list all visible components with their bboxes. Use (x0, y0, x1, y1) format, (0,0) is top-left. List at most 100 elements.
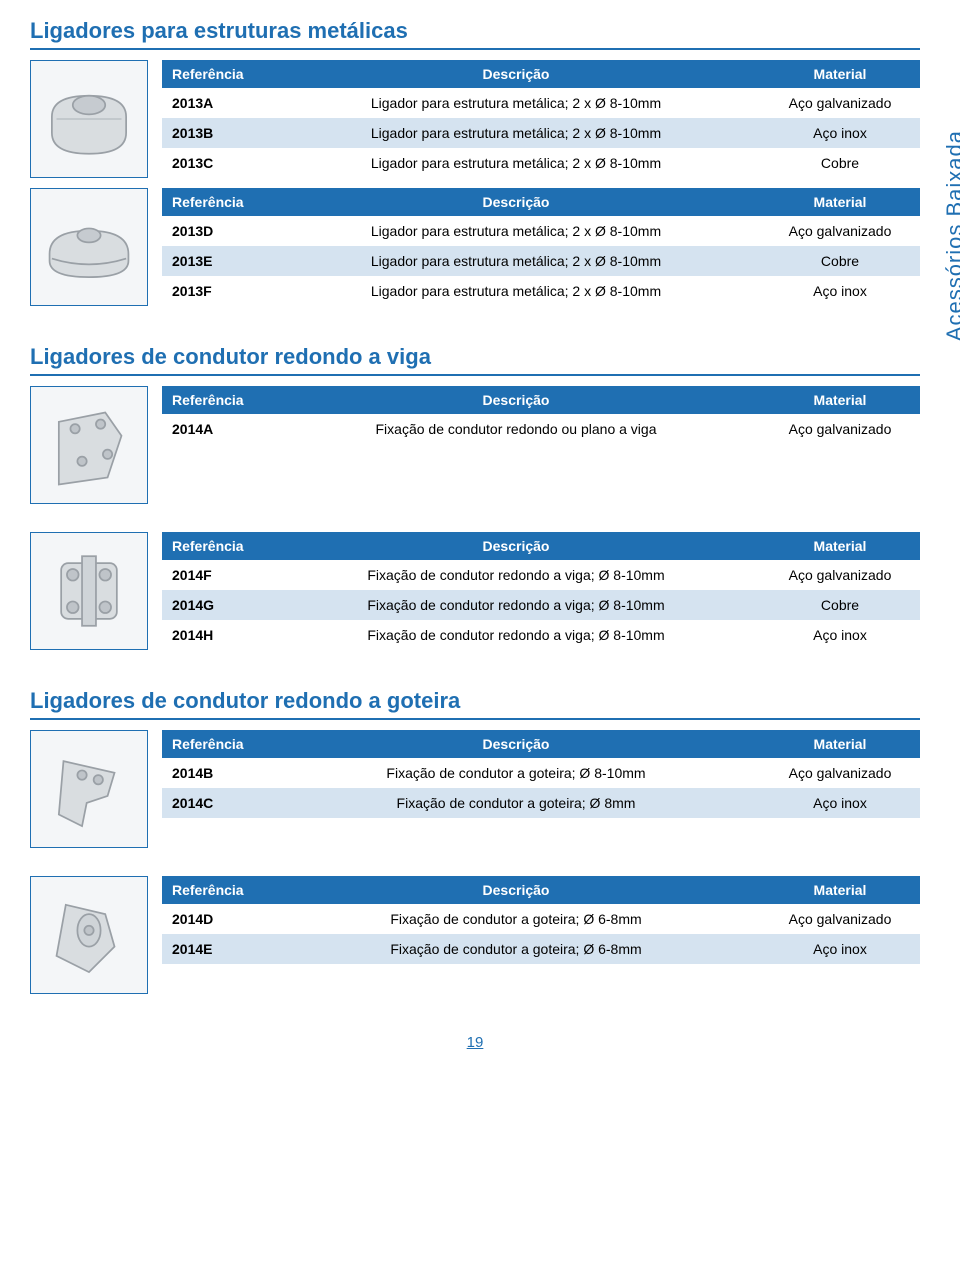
table-row: 2014BFixação de condutor a goteira; Ø 8-… (162, 758, 920, 788)
cell-ref: 2014F (162, 560, 272, 590)
block-s1-t1: Referência Descrição Material 2013ALigad… (30, 60, 920, 178)
table-row: 2014GFixação de condutor redondo a viga;… (162, 590, 920, 620)
cell-mat: Aço galvanizado (760, 560, 920, 590)
cell-desc: Ligador para estrutura metálica; 2 x Ø 8… (272, 118, 760, 148)
cell-desc: Ligador para estrutura metálica; 2 x Ø 8… (272, 148, 760, 178)
cell-desc: Ligador para estrutura metálica; 2 x Ø 8… (272, 246, 760, 276)
side-label: Acessórios Baixada (942, 130, 960, 341)
cell-ref: 2014B (162, 758, 272, 788)
th-desc: Descrição (272, 876, 760, 904)
cell-ref: 2013C (162, 148, 272, 178)
table-row: 2014EFixação de condutor a goteira; Ø 6-… (162, 934, 920, 964)
cell-ref: 2014C (162, 788, 272, 818)
tbody: 2013ALigador para estrutura metálica; 2 … (162, 88, 920, 178)
th-mat: Material (760, 730, 920, 758)
cell-ref: 2014H (162, 620, 272, 650)
product-icon-clamp-gutter-clip (30, 876, 148, 994)
table-row: 2014FFixação de condutor redondo a viga;… (162, 560, 920, 590)
cell-desc: Fixação de condutor a goteira; Ø 8mm (272, 788, 760, 818)
cell-ref: 2014E (162, 934, 272, 964)
cell-desc: Fixação de condutor redondo a viga; Ø 8-… (272, 620, 760, 650)
cell-desc: Fixação de condutor redondo a viga; Ø 8-… (272, 590, 760, 620)
block-s2-t1: Referência Descrição Material 2014AFixaç… (30, 386, 920, 504)
th-ref: Referência (162, 60, 272, 88)
th-desc: Descrição (272, 386, 760, 414)
section-title-1: Ligadores para estruturas metálicas (30, 18, 920, 50)
cell-ref: 2013F (162, 276, 272, 306)
block-s3-t1: Referência Descrição Material 2014BFixaç… (30, 730, 920, 848)
table-row: 2013FLigador para estrutura metálica; 2 … (162, 276, 920, 306)
cell-desc: Ligador para estrutura metálica; 2 x Ø 8… (272, 88, 760, 118)
table-s1-t2: Referência Descrição Material 2013DLigad… (162, 188, 920, 306)
page: Acessórios Baixada Ligadores para estrut… (0, 0, 960, 1101)
th-ref: Referência (162, 188, 272, 216)
th-ref: Referência (162, 730, 272, 758)
cell-mat: Aço inox (760, 788, 920, 818)
page-number: 19 (30, 1034, 920, 1071)
table-row: 2013ELigador para estrutura metálica; 2 … (162, 246, 920, 276)
cell-mat: Aço galvanizado (760, 904, 920, 934)
table-row: 2014CFixação de condutor a goteira; Ø 8m… (162, 788, 920, 818)
block-s1-t2: Referência Descrição Material 2013DLigad… (30, 188, 920, 306)
th-mat: Material (760, 386, 920, 414)
cell-ref: 2014A (162, 414, 272, 444)
table-s3-t2: Referência Descrição Material 2014DFixaç… (162, 876, 920, 964)
tbody: 2014FFixação de condutor redondo a viga;… (162, 560, 920, 650)
cell-mat: Aço inox (760, 620, 920, 650)
block-s3-t2: Referência Descrição Material 2014DFixaç… (30, 876, 920, 994)
section-title-3: Ligadores de condutor redondo a goteira (30, 688, 920, 720)
product-icon-clamp-plate (30, 386, 148, 504)
table-row: 2013DLigador para estrutura metálica; 2 … (162, 216, 920, 246)
section-title-2: Ligadores de condutor redondo a viga (30, 344, 920, 376)
tbody: 2013DLigador para estrutura metálica; 2 … (162, 216, 920, 306)
cell-mat: Cobre (760, 246, 920, 276)
product-icon-clamp-gutter-open (30, 730, 148, 848)
th-desc: Descrição (272, 730, 760, 758)
cell-desc: Fixação de condutor a goteira; Ø 6-8mm (272, 904, 760, 934)
cell-desc: Ligador para estrutura metálica; 2 x Ø 8… (272, 216, 760, 246)
product-icon-clamp-saddle (30, 188, 148, 306)
block-s2-t2: Referência Descrição Material 2014FFixaç… (30, 532, 920, 650)
product-icon-clamp-double (30, 60, 148, 178)
th-mat: Material (760, 532, 920, 560)
table-row: 2013CLigador para estrutura metálica; 2 … (162, 148, 920, 178)
table-row: 2013ALigador para estrutura metálica; 2 … (162, 88, 920, 118)
tbody: 2014BFixação de condutor a goteira; Ø 8-… (162, 758, 920, 818)
th-mat: Material (760, 876, 920, 904)
tbody: 2014DFixação de condutor a goteira; Ø 6-… (162, 904, 920, 964)
cell-mat: Cobre (760, 148, 920, 178)
th-desc: Descrição (272, 532, 760, 560)
cell-mat: Aço inox (760, 118, 920, 148)
table-row: 2014HFixação de condutor redondo a viga;… (162, 620, 920, 650)
th-mat: Material (760, 188, 920, 216)
cell-desc: Fixação de condutor a goteira; Ø 6-8mm (272, 934, 760, 964)
cell-ref: 2014D (162, 904, 272, 934)
cell-mat: Aço inox (760, 276, 920, 306)
th-ref: Referência (162, 386, 272, 414)
cell-mat: Aço galvanizado (760, 216, 920, 246)
th-ref: Referência (162, 876, 272, 904)
table-row: 2013BLigador para estrutura metálica; 2 … (162, 118, 920, 148)
cell-mat: Aço inox (760, 934, 920, 964)
cell-desc: Fixação de condutor redondo a viga; Ø 8-… (272, 560, 760, 590)
cell-mat: Cobre (760, 590, 920, 620)
cell-ref: 2013D (162, 216, 272, 246)
cell-ref: 2014G (162, 590, 272, 620)
cell-desc: Fixação de condutor redondo ou plano a v… (272, 414, 760, 444)
table-s2-t1: Referência Descrição Material 2014AFixaç… (162, 386, 920, 444)
cell-desc: Fixação de condutor a goteira; Ø 8-10mm (272, 758, 760, 788)
th-mat: Material (760, 60, 920, 88)
table-row: 2014AFixação de condutor redondo ou plan… (162, 414, 920, 444)
table-s3-t1: Referência Descrição Material 2014BFixaç… (162, 730, 920, 818)
cell-mat: Aço galvanizado (760, 758, 920, 788)
tbody: 2014AFixação de condutor redondo ou plan… (162, 414, 920, 444)
cell-mat: Aço galvanizado (760, 88, 920, 118)
table-row: 2014DFixação de condutor a goteira; Ø 6-… (162, 904, 920, 934)
table-s2-t2: Referência Descrição Material 2014FFixaç… (162, 532, 920, 650)
table-s1-t1: Referência Descrição Material 2013ALigad… (162, 60, 920, 178)
cell-ref: 2013A (162, 88, 272, 118)
th-desc: Descrição (272, 60, 760, 88)
th-ref: Referência (162, 532, 272, 560)
cell-ref: 2013E (162, 246, 272, 276)
cell-mat: Aço galvanizado (760, 414, 920, 444)
